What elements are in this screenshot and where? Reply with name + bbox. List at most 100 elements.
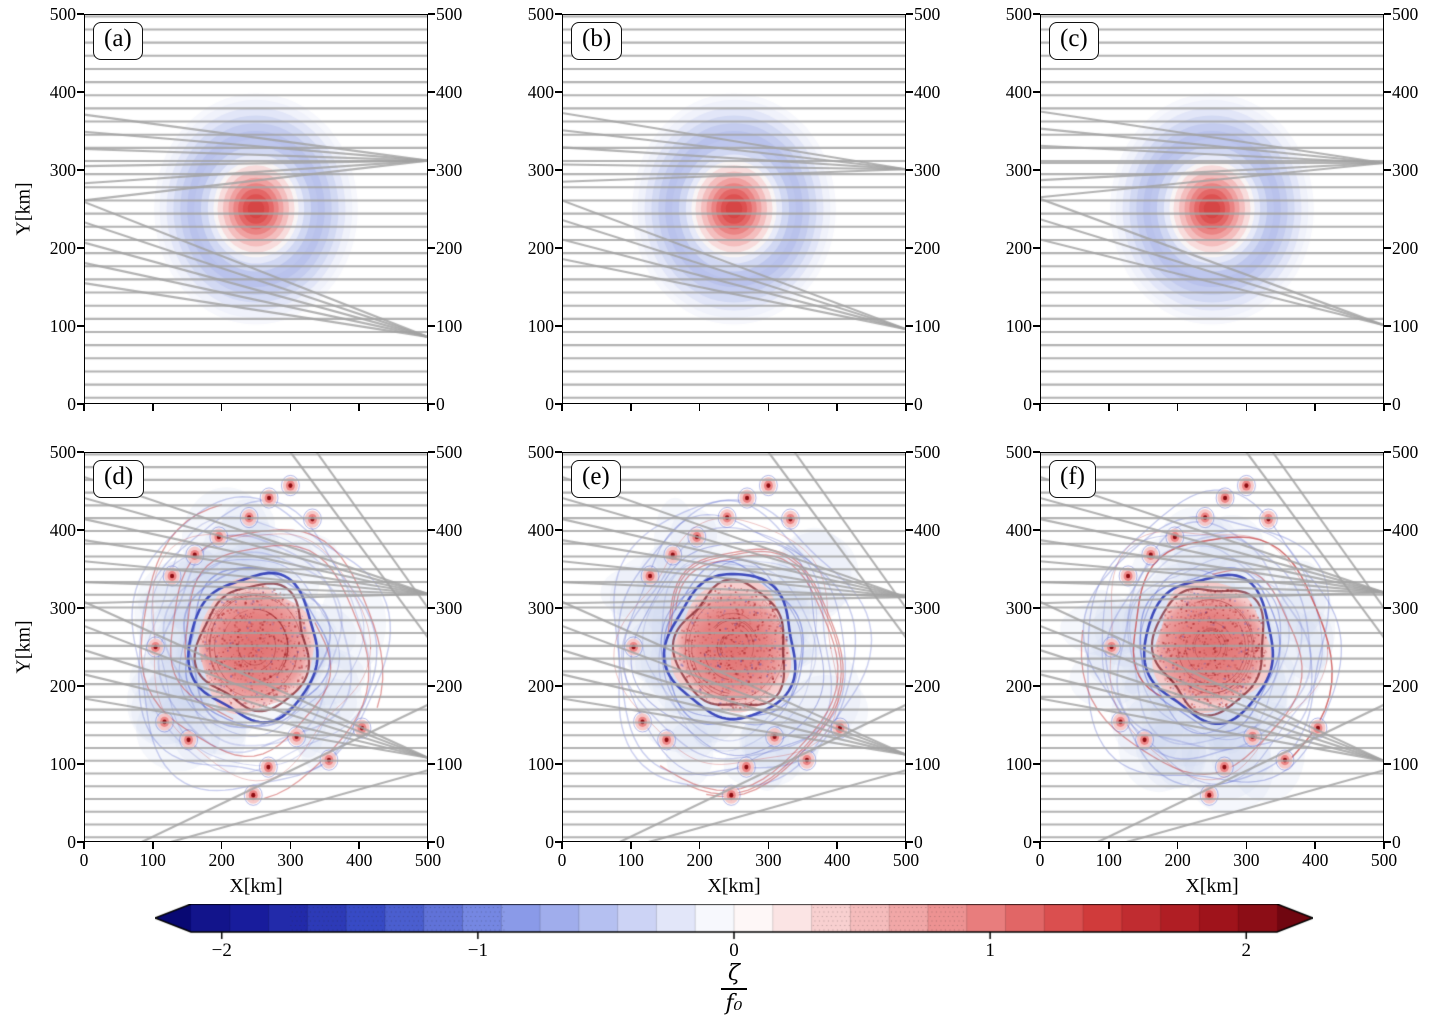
panel-label-badge: (d) [93, 460, 145, 498]
y-tick-label: 300 [49, 598, 76, 618]
y-tick-label: 500 [1005, 442, 1032, 462]
tick-mark [77, 247, 84, 249]
tick-mark [906, 763, 913, 765]
tick-mark [629, 404, 632, 411]
tick-mark [698, 842, 701, 849]
tick-mark [358, 842, 361, 849]
colorbar-axis-label: ζ f₀ [721, 961, 747, 1016]
y-tick-label: 200 [49, 676, 76, 696]
y-tick-label: 200 [527, 676, 554, 696]
tick-mark [1383, 404, 1385, 411]
tick-mark [1384, 91, 1391, 93]
tick-mark [555, 325, 562, 327]
x-tick-label: 200 [686, 850, 713, 870]
y-tick-label: 100 [1005, 316, 1032, 336]
y-tick-label: 500 [436, 442, 463, 462]
tick-mark [1033, 841, 1040, 843]
tick-mark [427, 842, 429, 849]
tick-mark [555, 13, 562, 15]
tick-mark [1033, 13, 1040, 15]
tick-mark [1384, 169, 1391, 171]
tick-mark [220, 842, 223, 849]
tick-mark [836, 404, 839, 411]
tick-mark [428, 685, 435, 687]
colorbar-tick-labels: −2 −1 0 1 2 [0, 940, 1436, 964]
tick-mark [906, 13, 913, 15]
panel-label-badge: (f) [1049, 460, 1096, 498]
y-tick-label: 200 [1005, 238, 1032, 258]
y-tick-label: 300 [1005, 598, 1032, 618]
tick-mark [905, 842, 907, 849]
tick-mark [1033, 763, 1040, 765]
tick-mark [1039, 404, 1041, 411]
x-tick-label: 500 [892, 850, 920, 870]
y-tick-label: 500 [1392, 4, 1419, 24]
tick-mark [151, 842, 154, 849]
tick-mark [629, 842, 632, 849]
y-tick-label: 200 [436, 676, 463, 696]
y-tick-label: 100 [527, 316, 554, 336]
x-tick-labels [1040, 411, 1384, 435]
y-tick-label: 400 [1392, 520, 1419, 540]
tick-mark [1384, 13, 1391, 15]
panel-label: (f) [1060, 463, 1085, 490]
y-tick-label: 400 [1005, 520, 1032, 540]
y-tick-label: 500 [914, 442, 941, 462]
tick-mark [428, 763, 435, 765]
y-tick-label: 100 [527, 754, 554, 774]
tick-mark [555, 607, 562, 609]
y-tick-label: 200 [1005, 676, 1032, 696]
x-tick-label: 400 [1302, 850, 1329, 870]
zeta-symbol: ζ [728, 961, 740, 986]
panel-label: (a) [104, 25, 132, 52]
tick-mark [1245, 842, 1248, 849]
tick-mark [1384, 763, 1391, 765]
tick-mark [767, 404, 770, 411]
tick-mark [428, 247, 435, 249]
tick-mark [906, 841, 913, 843]
tick-mark [906, 169, 913, 171]
tick-mark [555, 91, 562, 93]
tick-mark [1033, 91, 1040, 93]
tick-mark [906, 247, 913, 249]
tick-mark [1107, 404, 1110, 411]
y-tick-label: 0 [1023, 832, 1032, 852]
tick-mark [767, 842, 770, 849]
y-tick-label: 0 [1392, 394, 1401, 414]
vorticity-field-canvas-d [84, 452, 428, 842]
tick-mark [289, 842, 292, 849]
y-tick-label: 300 [914, 598, 941, 618]
tick-mark [77, 403, 84, 405]
tick-mark [220, 404, 223, 411]
tick-mark [1039, 842, 1041, 849]
y-tick-label: 400 [527, 82, 554, 102]
tick-mark [1384, 247, 1391, 249]
y-tick-label: 0 [67, 394, 76, 414]
y-tick-label: 300 [1392, 598, 1419, 618]
y-tick-label: 200 [1392, 676, 1419, 696]
y-tick-labels-left: 0 100 200 300 400 500 [984, 4, 1032, 414]
y-tick-label: 500 [436, 4, 463, 24]
y-tick-labels-right: 0 100 200 300 400 500 [436, 4, 484, 414]
tick-mark [1384, 325, 1391, 327]
x-tick-label: 100 [617, 850, 644, 870]
x-tick-label: 400 [346, 850, 373, 870]
tick-mark [1107, 842, 1110, 849]
tick-mark [427, 404, 429, 411]
y-tick-label: 400 [914, 82, 941, 102]
tick-mark [1384, 607, 1391, 609]
y-tick-label: 200 [914, 238, 941, 258]
x-tick-labels: 0 100 200 300 400 500 [80, 849, 442, 873]
tick-mark [1384, 529, 1391, 531]
tick-mark [428, 325, 435, 327]
tick-mark [428, 13, 435, 15]
y-tick-label: 500 [49, 442, 76, 462]
tick-mark [906, 451, 913, 453]
tick-mark [555, 247, 562, 249]
tick-mark [561, 842, 563, 849]
panel-label: (b) [582, 25, 612, 52]
y-tick-label: 200 [527, 238, 554, 258]
colorbar-tick-label: 1 [985, 940, 995, 961]
y-tick-label: 400 [914, 520, 941, 540]
x-axis-label: X[km] [229, 875, 283, 897]
